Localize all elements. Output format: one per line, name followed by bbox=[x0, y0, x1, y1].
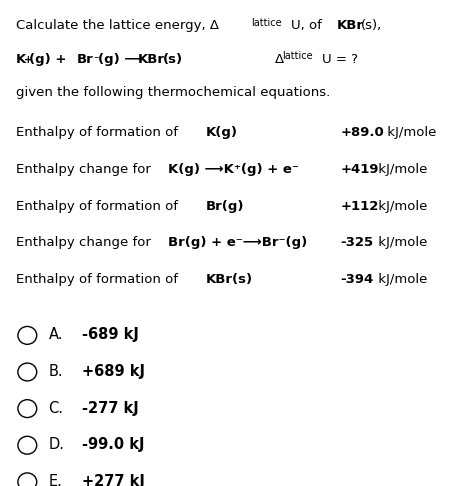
Text: -325: -325 bbox=[341, 236, 374, 249]
Text: kJ/mole: kJ/mole bbox=[383, 126, 436, 139]
Text: E.: E. bbox=[48, 474, 63, 486]
Text: +89.0: +89.0 bbox=[341, 126, 384, 139]
Text: (g) +: (g) + bbox=[29, 53, 71, 66]
Text: KBr(s): KBr(s) bbox=[206, 273, 253, 286]
Text: Br(g): Br(g) bbox=[206, 200, 244, 213]
Text: Calculate the lattice energy, Δ: Calculate the lattice energy, Δ bbox=[16, 19, 219, 32]
Text: Enthalpy change for: Enthalpy change for bbox=[16, 236, 155, 249]
Text: KBr: KBr bbox=[336, 19, 363, 32]
Text: Br(g) + e⁻⟶Br⁻(g): Br(g) + e⁻⟶Br⁻(g) bbox=[168, 236, 307, 249]
Text: kJ/mole: kJ/mole bbox=[374, 236, 428, 249]
Text: kJ/mole: kJ/mole bbox=[374, 273, 428, 286]
Text: (g) ⟶: (g) ⟶ bbox=[98, 53, 144, 66]
Text: +419: +419 bbox=[341, 163, 379, 176]
Text: lattice: lattice bbox=[251, 18, 282, 28]
Text: -689 kJ: -689 kJ bbox=[82, 328, 139, 342]
Text: ⁻: ⁻ bbox=[93, 55, 99, 65]
Text: +: + bbox=[24, 55, 33, 65]
Text: D.: D. bbox=[48, 437, 64, 452]
Text: Enthalpy of formation of: Enthalpy of formation of bbox=[16, 126, 182, 139]
Text: Enthalpy of formation of: Enthalpy of formation of bbox=[16, 200, 182, 213]
Text: kJ/mole: kJ/mole bbox=[374, 200, 428, 213]
Text: +277 kJ: +277 kJ bbox=[82, 474, 145, 486]
Text: Enthalpy change for: Enthalpy change for bbox=[16, 163, 155, 176]
Text: (s),: (s), bbox=[361, 19, 383, 32]
Text: +112: +112 bbox=[341, 200, 379, 213]
Text: U, of: U, of bbox=[291, 19, 326, 32]
Text: -277 kJ: -277 kJ bbox=[82, 400, 139, 416]
Text: A.: A. bbox=[48, 328, 63, 342]
Text: kJ/mole: kJ/mole bbox=[374, 163, 428, 176]
Text: Br: Br bbox=[77, 53, 93, 66]
Text: +689 kJ: +689 kJ bbox=[82, 364, 145, 379]
Text: (s): (s) bbox=[163, 53, 183, 66]
Text: Enthalpy of formation of: Enthalpy of formation of bbox=[16, 273, 182, 286]
Text: -394: -394 bbox=[341, 273, 374, 286]
Text: U = ?: U = ? bbox=[321, 53, 357, 66]
Text: B.: B. bbox=[48, 364, 63, 379]
Text: K(g) ⟶K⁺(g) + e⁻: K(g) ⟶K⁺(g) + e⁻ bbox=[168, 163, 299, 176]
Text: Δ: Δ bbox=[275, 53, 284, 66]
Text: C.: C. bbox=[48, 400, 64, 416]
Text: given the following thermochemical equations.: given the following thermochemical equat… bbox=[16, 86, 330, 99]
Text: K(g): K(g) bbox=[206, 126, 238, 139]
Text: -99.0 kJ: -99.0 kJ bbox=[82, 437, 145, 452]
Text: lattice: lattice bbox=[283, 52, 313, 61]
Text: KBr: KBr bbox=[138, 53, 165, 66]
Text: K: K bbox=[16, 53, 26, 66]
